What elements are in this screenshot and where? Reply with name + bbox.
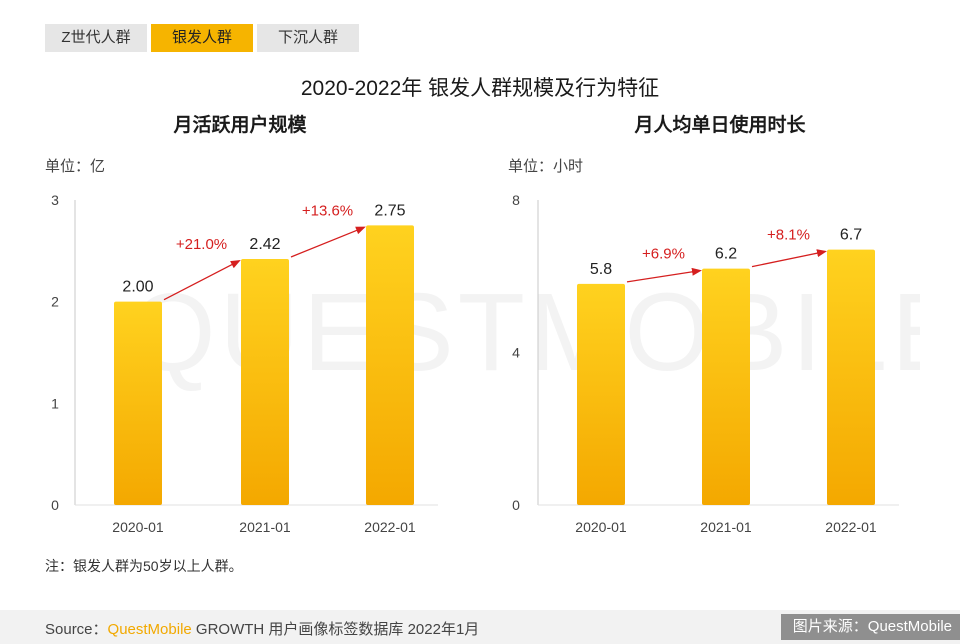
- bar: [702, 268, 750, 505]
- growth-arrow: [626, 267, 702, 283]
- data-label: 6.2: [715, 246, 737, 263]
- y-tick-label: 4: [512, 345, 520, 361]
- growth-label: +21.0%: [176, 236, 227, 253]
- unit-label-duration: 单位：小时: [508, 158, 584, 175]
- bar: [827, 249, 875, 505]
- unit-label-mau: 单位：亿: [45, 158, 106, 175]
- data-label: 2.00: [122, 279, 153, 296]
- bar: [114, 301, 162, 505]
- data-label: 5.8: [590, 261, 612, 278]
- source-line: Source：QuestMobile GROWTH 用户画像标签数据库 2022…: [45, 618, 479, 639]
- bar: [366, 225, 414, 505]
- bar: [577, 283, 625, 505]
- growth-label: +8.1%: [767, 227, 810, 244]
- y-tick-label: 0: [512, 497, 520, 513]
- source-prefix: Source：: [45, 621, 108, 638]
- tab-lower-tier[interactable]: 下沉人群: [257, 24, 359, 52]
- chart-title-mau: 月活跃用户规模: [173, 115, 307, 136]
- growth-arrow: [290, 226, 366, 258]
- tab-bar: Z世代人群 银发人群 下沉人群: [45, 24, 359, 52]
- growth-label: +13.6%: [302, 202, 353, 219]
- x-tick-label: 2020-01: [575, 519, 627, 535]
- data-label: 6.7: [840, 227, 862, 244]
- footnote: 注：银发人群为50岁以上人群。: [45, 558, 243, 574]
- y-tick-label: 0: [51, 497, 59, 513]
- x-tick-label: 2021-01: [700, 519, 752, 535]
- y-tick-label: 1: [51, 395, 59, 411]
- footer: Source：QuestMobile GROWTH 用户画像标签数据库 2022…: [0, 610, 960, 644]
- x-tick-label: 2022-01: [825, 519, 877, 535]
- tab-silver[interactable]: 银发人群: [151, 24, 253, 52]
- bar: [241, 258, 289, 505]
- y-tick-label: 2: [51, 294, 59, 310]
- chart-title-duration: 月人均单日使用时长: [634, 115, 806, 136]
- growth-label: +6.9%: [642, 246, 685, 263]
- x-tick-label: 2022-01: [364, 519, 416, 535]
- y-tick-label: 8: [512, 192, 520, 208]
- bar-charts: 0 1 2 3 2.00 2020-01 2.42 2021-01 2.75 2022-01 +21…: [51, 192, 899, 535]
- data-label: 2.42: [249, 236, 280, 253]
- source-brand: QuestMobile: [107, 621, 192, 638]
- y-tick-label: 3: [51, 192, 59, 208]
- image-credit: 图片来源：QuestMobile: [780, 614, 960, 640]
- data-label: 2.75: [374, 202, 405, 219]
- source-rest: GROWTH 用户画像标签数据库 2022年1月: [191, 621, 480, 638]
- page-title: 2020-2022年 银发人群规模及行为特征: [300, 77, 660, 100]
- x-tick-label: 2021-01: [239, 519, 291, 535]
- growth-arrow: [751, 249, 827, 268]
- x-tick-label: 2020-01: [112, 519, 164, 535]
- tab-gen-z[interactable]: Z世代人群: [45, 24, 147, 52]
- growth-arrow: [163, 260, 241, 301]
